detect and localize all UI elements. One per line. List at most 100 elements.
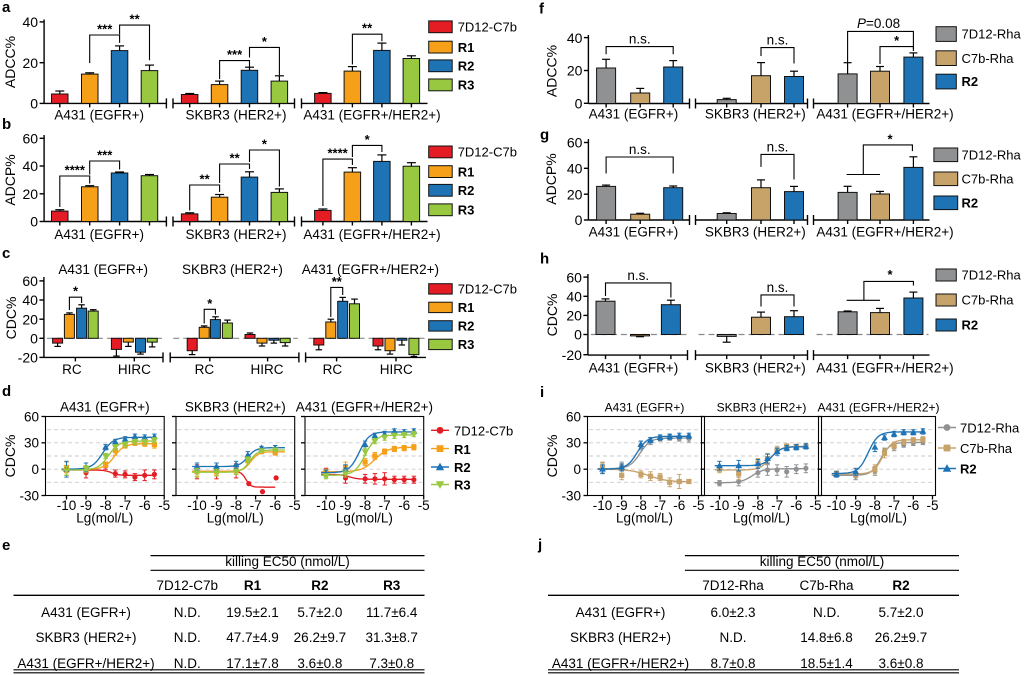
svg-text:7D12-C7b: 7D12-C7b [454, 424, 513, 439]
svg-text:R2: R2 [960, 462, 977, 477]
svg-text:7D12-C7b: 7D12-C7b [458, 145, 517, 160]
svg-text:5.7±2.0: 5.7±2.0 [879, 605, 924, 620]
svg-text:0: 0 [575, 212, 583, 228]
svg-text:17.1±7.8: 17.1±7.8 [226, 656, 278, 671]
svg-text:7D12-Rha: 7D12-Rha [960, 421, 1020, 436]
svg-text:A431 (EGFR+/HER2+): A431 (EGFR+/HER2+) [816, 225, 953, 240]
svg-text:-10: -10 [316, 498, 336, 513]
svg-text:CDC%: CDC% [3, 297, 19, 340]
svg-text:11.7±6.4: 11.7±6.4 [366, 605, 418, 620]
svg-text:-30: -30 [561, 488, 581, 503]
svg-text:n.s.: n.s. [629, 32, 651, 47]
svg-text:****: **** [65, 163, 86, 178]
svg-text:-9: -9 [80, 498, 92, 513]
svg-text:0: 0 [573, 462, 581, 477]
svg-text:*: * [894, 33, 900, 48]
svg-text:20: 20 [567, 186, 583, 202]
svg-text:40: 40 [22, 292, 38, 308]
svg-text:R1: R1 [458, 164, 475, 179]
svg-text:6.0±2.3: 6.0±2.3 [711, 605, 756, 620]
svg-text:A431 (EGFR+): A431 (EGFR+) [576, 605, 666, 620]
svg-text:A431 (EGFR+/HER2+): A431 (EGFR+/HER2+) [816, 361, 953, 376]
svg-text:A431 (EGFR+/HER2+): A431 (EGFR+/HER2+) [302, 262, 439, 277]
svg-text:R3: R3 [454, 478, 471, 493]
svg-text:A431 (EGFR+): A431 (EGFR+) [54, 108, 144, 123]
svg-text:-10: -10 [710, 498, 730, 513]
svg-text:7D12-Rha: 7D12-Rha [962, 27, 1022, 42]
svg-text:Lg(mol/L): Lg(mol/L) [207, 511, 264, 526]
svg-text:R3: R3 [458, 78, 475, 93]
svg-text:R2: R2 [458, 59, 475, 74]
svg-text:20: 20 [22, 311, 38, 327]
svg-text:CDC%: CDC% [2, 435, 18, 478]
svg-text:=0.08: =0.08 [866, 16, 900, 31]
svg-text:n.s.: n.s. [767, 280, 789, 295]
svg-text:A431 (EGFR+/HER2+): A431 (EGFR+/HER2+) [552, 656, 689, 671]
svg-text:R3: R3 [458, 337, 475, 352]
svg-text:HIRC: HIRC [118, 362, 151, 377]
svg-text:0: 0 [30, 96, 38, 112]
svg-text:-7: -7 [379, 498, 391, 513]
svg-text:R2: R2 [458, 183, 475, 198]
svg-text:CDC%: CDC% [544, 435, 560, 478]
svg-text:SKBR3 (HER2+): SKBR3 (HER2+) [36, 630, 137, 645]
svg-text:*: * [365, 132, 371, 147]
svg-text:C7b-Rha: C7b-Rha [799, 578, 854, 593]
svg-text:SKBR3 (HER2+): SKBR3 (HER2+) [185, 400, 286, 415]
svg-text:0: 0 [30, 331, 38, 347]
svg-text:60: 60 [567, 135, 583, 151]
svg-text:-6: -6 [398, 498, 410, 513]
svg-text:n.s.: n.s. [767, 33, 789, 48]
svg-text:-9: -9 [210, 498, 222, 513]
svg-text:killing EC50 (nmol/L): killing EC50 (nmol/L) [760, 554, 885, 569]
svg-text:N.D.: N.D. [720, 630, 747, 645]
svg-text:Lg(mol/L): Lg(mol/L) [76, 511, 133, 526]
svg-text:-10: -10 [827, 498, 847, 513]
svg-text:R1: R1 [244, 578, 262, 593]
svg-text:a: a [2, 0, 11, 16]
svg-text:A431 (EGFR+): A431 (EGFR+) [60, 400, 150, 415]
svg-text:*: * [207, 296, 213, 311]
svg-text:-5: -5 [809, 498, 821, 513]
svg-text:26.2±9.7: 26.2±9.7 [294, 630, 346, 645]
svg-text:-20: -20 [18, 350, 38, 366]
svg-text:*: * [73, 284, 79, 299]
svg-text:7D12-C7b: 7D12-C7b [157, 578, 219, 593]
svg-text:-5: -5 [692, 498, 704, 513]
svg-text:-7: -7 [771, 498, 783, 513]
svg-text:A431 (EGFR+): A431 (EGFR+) [58, 262, 148, 277]
svg-text:18.5±1.4: 18.5±1.4 [800, 656, 853, 671]
svg-text:R1: R1 [454, 442, 471, 457]
svg-text:7D12-Rha: 7D12-Rha [962, 148, 1022, 163]
svg-text:-8: -8 [230, 498, 242, 513]
svg-text:-6: -6 [269, 498, 281, 513]
svg-text:d: d [2, 383, 11, 400]
svg-text:A431 (EGFR+/HER2+): A431 (EGFR+/HER2+) [296, 400, 433, 415]
svg-text:7D12-Rha: 7D12-Rha [702, 578, 764, 593]
svg-text:A431 (EGFR+): A431 (EGFR+) [589, 106, 679, 121]
svg-text:60: 60 [566, 409, 581, 424]
svg-text:19.5±2.1: 19.5±2.1 [226, 605, 278, 620]
svg-text:0: 0 [30, 214, 38, 230]
svg-text:7D12-C7b: 7D12-C7b [458, 20, 517, 35]
svg-text:-5: -5 [158, 498, 170, 513]
svg-text:**: ** [230, 151, 241, 166]
svg-text:R2: R2 [962, 196, 979, 211]
svg-text:31.3±8.7: 31.3±8.7 [365, 630, 417, 645]
svg-text:R1: R1 [458, 300, 475, 315]
svg-text:C7b-Rha: C7b-Rha [960, 441, 1013, 456]
svg-text:A431 (EGFR+): A431 (EGFR+) [589, 225, 679, 240]
svg-text:30: 30 [24, 436, 39, 451]
svg-text:SKBR3 (HER2+): SKBR3 (HER2+) [705, 225, 806, 240]
svg-text:RC: RC [62, 362, 82, 377]
svg-text:60: 60 [23, 131, 39, 147]
svg-text:C7b-Rha: C7b-Rha [962, 172, 1015, 187]
svg-text:A431 (EGFR+): A431 (EGFR+) [54, 227, 144, 242]
svg-text:RC: RC [195, 362, 215, 377]
svg-text:47.7±4.9: 47.7±4.9 [226, 630, 278, 645]
svg-text:****: **** [327, 146, 348, 161]
svg-text:0: 0 [575, 96, 583, 112]
svg-text:SKBR3 (HER2+): SKBR3 (HER2+) [186, 108, 287, 123]
svg-text:e: e [2, 537, 10, 554]
svg-text:Lg(mol/L): Lg(mol/L) [850, 511, 907, 526]
